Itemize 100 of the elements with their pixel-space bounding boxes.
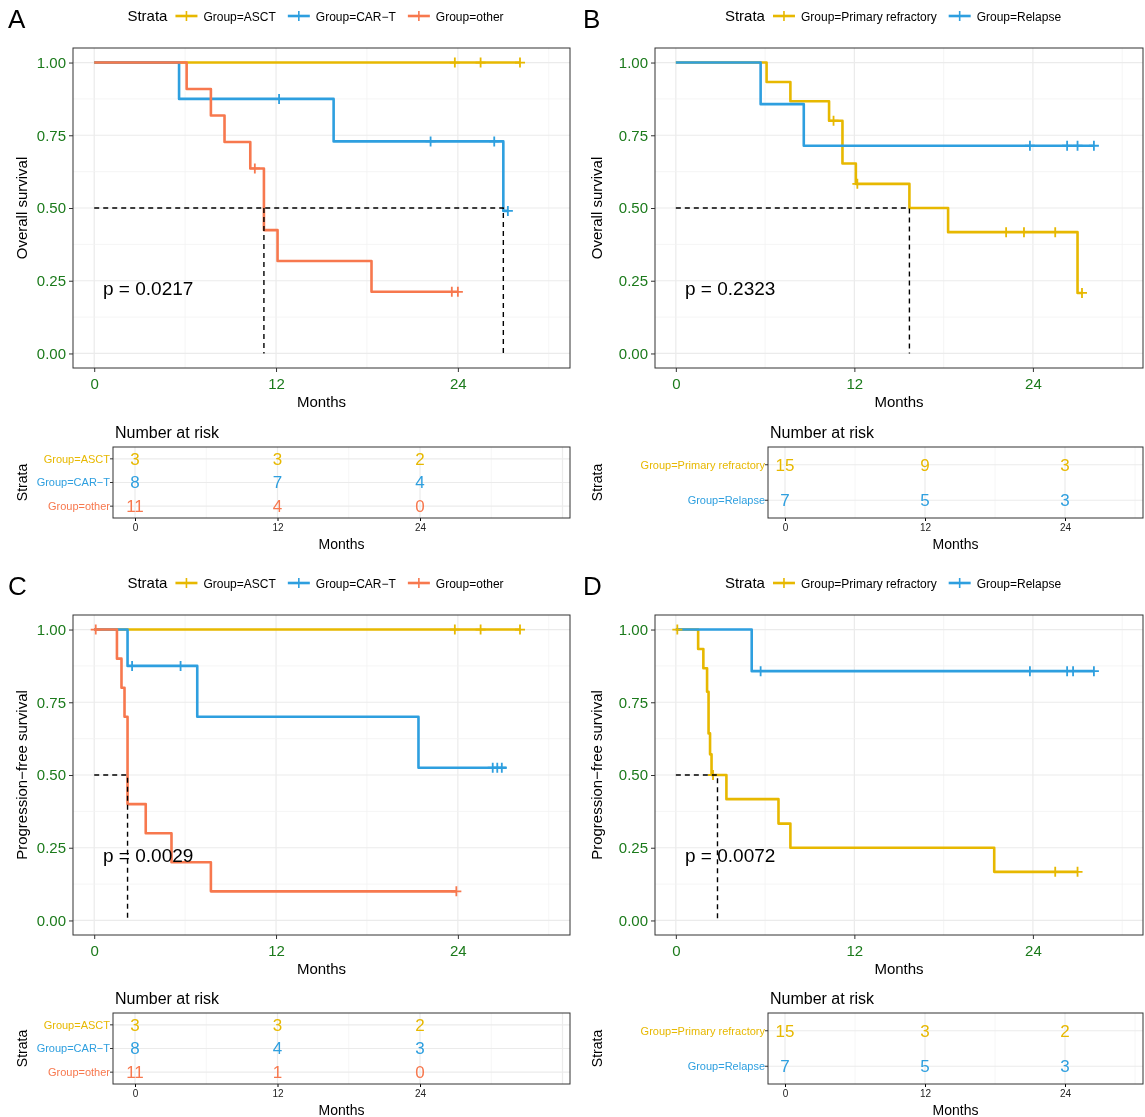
legend-label: Group=other	[435, 577, 504, 591]
y-tick-label: Group=Primary refractory	[640, 1024, 766, 1037]
data-label: 4	[272, 1039, 283, 1059]
data-label: 8	[130, 1039, 140, 1059]
x-axis-title: Months	[296, 960, 347, 977]
x-tick-label: 12	[268, 941, 285, 959]
y-axis-title: Progression−free survival	[13, 690, 30, 860]
y-tick-label: 0.75	[618, 693, 648, 711]
y-axis-title: Overall survival	[588, 156, 605, 260]
data-label: 15	[775, 455, 795, 475]
y-axis-title: Overall survival	[13, 156, 30, 260]
x-tick-label: 0	[132, 522, 139, 534]
x-axis-title: Months	[874, 393, 924, 410]
data-label: 2	[1060, 1021, 1070, 1041]
x-tick-label: 24	[414, 1088, 427, 1100]
chart-title: Number at risk	[770, 990, 876, 1007]
y-tick-label: Group=Relapse	[687, 1060, 765, 1073]
y-tick-label: 1.00	[36, 620, 66, 638]
data-label: 11	[126, 497, 144, 517]
legend-label: Group=Relapse	[976, 10, 1062, 24]
x-tick-label: 0	[90, 374, 99, 392]
data-label: 0	[415, 1063, 425, 1083]
data-label: 3	[1060, 491, 1070, 511]
legend-label: Group=other	[435, 10, 504, 24]
x-tick-label: 24	[1025, 374, 1042, 392]
data-label: 3	[1060, 455, 1070, 475]
data-label: 2	[415, 449, 425, 469]
y-tick-label: 0.50	[618, 766, 648, 784]
data-label: 4	[415, 473, 425, 493]
y-axis-title: Strata	[589, 1029, 605, 1068]
x-axis-title: Months	[874, 960, 924, 977]
data-label: 1	[272, 1063, 283, 1083]
x-tick-label: 24	[1025, 941, 1042, 959]
legend-label: Group=ASCT	[203, 10, 277, 24]
x-tick-label: 12	[919, 1088, 932, 1100]
x-tick-label: 24	[1059, 1088, 1072, 1100]
x-axis-title: Months	[932, 1102, 979, 1117]
y-tick-label: 0.75	[36, 126, 66, 144]
data-label: 11	[126, 1063, 144, 1083]
x-tick-label: 0	[782, 1088, 789, 1100]
x-tick-label: 0	[132, 1088, 139, 1100]
annotation: p = 0.0217	[103, 278, 194, 300]
legend-title: Strata	[127, 574, 169, 591]
chart-title: B	[583, 4, 601, 34]
data-label: 3	[1060, 1057, 1070, 1077]
y-axis-title: Progression−free survival	[588, 690, 605, 860]
y-tick-label: Group=Primary refractory	[640, 458, 766, 471]
x-tick-label: 12	[268, 374, 285, 392]
legend-label: Group=CAR−T	[315, 10, 397, 24]
y-tick-label: 0.00	[36, 344, 66, 362]
x-axis-title: Months	[318, 536, 365, 552]
y-tick-label: Group=Relapse	[687, 494, 765, 507]
data-label: 3	[920, 1021, 930, 1041]
x-tick-label: 0	[672, 941, 681, 959]
x-tick-label: 0	[90, 941, 99, 959]
y-tick-label: 1.00	[618, 620, 648, 638]
y-tick-label: 0.00	[618, 344, 648, 362]
annotation: p = 0.0072	[685, 845, 776, 867]
chart-title: A	[8, 4, 26, 34]
y-tick-label: Group=ASCT	[43, 1018, 111, 1031]
x-tick-label: 24	[450, 374, 467, 392]
annotation: p = 0.2323	[685, 278, 776, 300]
data-label: 5	[920, 1057, 930, 1077]
y-tick-label: 0.00	[36, 911, 66, 929]
y-tick-label: Group=ASCT	[43, 452, 111, 465]
x-tick-label: 24	[1059, 522, 1072, 534]
y-tick-label: 0.75	[618, 126, 648, 144]
y-tick-label: Group=other	[47, 500, 111, 513]
chart-title: Number at risk	[770, 424, 876, 441]
data-label: 0	[415, 497, 425, 517]
y-tick-label: 0.25	[618, 272, 648, 290]
legend-label: Group=ASCT	[203, 577, 277, 591]
x-tick-label: 0	[782, 522, 789, 534]
y-tick-label: 0.75	[36, 693, 66, 711]
y-axis-title: Strata	[589, 463, 605, 502]
x-tick-label: 24	[414, 522, 427, 534]
data-label: 3	[130, 1015, 140, 1035]
y-tick-label: 0.50	[618, 199, 648, 217]
chart-title: Number at risk	[115, 990, 221, 1007]
x-axis-title: Months	[318, 1102, 365, 1117]
legend-label: Group=Primary refractory	[800, 577, 937, 591]
data-label: 5	[920, 491, 930, 511]
y-tick-label: Group=CAR−T	[36, 476, 111, 489]
x-axis-title: Months	[296, 393, 347, 410]
data-label: 3	[130, 449, 140, 469]
data-label: 7	[272, 473, 283, 493]
x-axis-title: Months	[932, 536, 979, 552]
data-label: 3	[415, 1039, 425, 1059]
y-tick-label: 0.25	[36, 272, 66, 290]
x-tick-label: 12	[846, 374, 864, 392]
data-label: 7	[780, 1057, 790, 1077]
data-label: 9	[920, 455, 930, 475]
chart-title: Number at risk	[115, 424, 221, 441]
chart-title: D	[583, 571, 602, 601]
data-label: 15	[775, 1021, 795, 1041]
y-tick-label: Group=CAR−T	[36, 1042, 111, 1055]
data-label: 3	[272, 449, 283, 469]
y-tick-label: 1.00	[36, 53, 66, 71]
data-label: 4	[272, 497, 283, 517]
x-tick-label: 24	[450, 941, 467, 959]
